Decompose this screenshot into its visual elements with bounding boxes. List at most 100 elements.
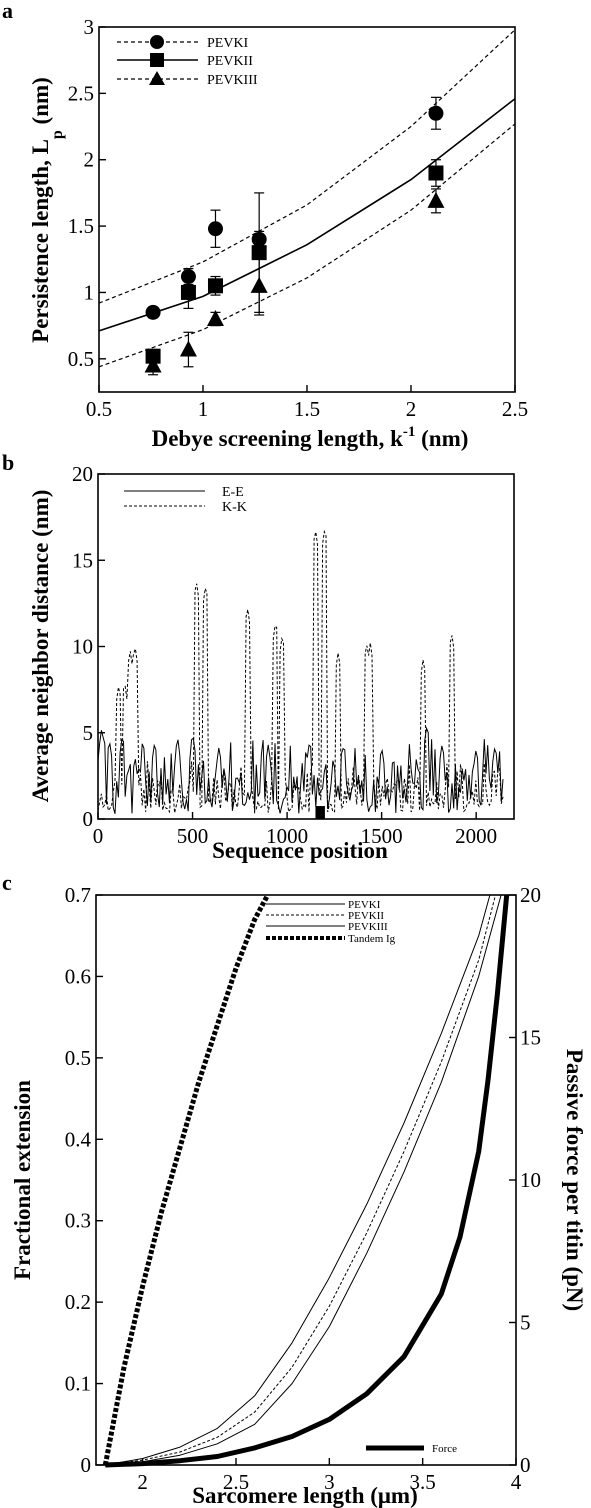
panel-c-x-axis-label: Sarcomere length (μm) [192, 1483, 418, 1508]
panel-b-y-axis-label: Average neighbor distance (nm) [28, 490, 53, 803]
y-tick-label: 2 [84, 148, 95, 172]
panel-a-x-axis-label: Debye screening length, k-1 (nm) [152, 424, 469, 451]
legend-entry-force: Force [366, 1443, 457, 1455]
data-point-pevki [145, 304, 161, 320]
legend-entry-k-k: K-K [124, 500, 247, 515]
y-tick-label: 1 [84, 280, 95, 304]
y-tick-label: 5 [83, 721, 94, 745]
panel-a-letter: a [2, 0, 13, 23]
panel-b-axes-frame [97, 473, 515, 820]
panel-a-x-ticks: 0.5 1 1.5 2 2.5 [86, 385, 528, 421]
legend-label-e-e: E-E [222, 485, 244, 500]
fit-curve-pevkiii [98, 123, 516, 368]
data-point-pevkii [180, 284, 196, 300]
y-tick-label: 0.6 [65, 964, 91, 988]
panel-c-x-ticks: 2 2.5 3 3.5 4 [137, 1458, 522, 1494]
y-tick-label: 1.5 [68, 214, 94, 238]
panel-a: a PEVKI PEVKII PEVKIII [2, 0, 528, 451]
y-tick-label: 0.1 [65, 1372, 91, 1396]
y-tick-label: 0.7 [65, 883, 91, 907]
data-point-pevkiii [179, 340, 197, 357]
e-e-marked-gap [315, 806, 325, 819]
legend-entry-pevkii-c: PEVKII [266, 910, 384, 922]
panel-c-legend: PEVKI PEVKII PEVKIII Tandem Ig Force [266, 899, 457, 1455]
legend-label-pevkii: PEVKII [207, 54, 253, 69]
fit-curve-pevkii [98, 98, 516, 332]
panel-b-letter: b [2, 450, 14, 475]
legend-entry-pevki-c: PEVKI [266, 899, 381, 911]
fit-curve-pevki [98, 29, 516, 304]
series-line-pevkii [105, 894, 496, 1466]
legend-entry-pevkiii-c: PEVKIII [266, 921, 388, 933]
y-tick-label: 15 [72, 548, 93, 572]
x-tick-label: 1500 [361, 824, 403, 848]
panel-c-y2-ticks: 0 5 10 15 20 [509, 883, 541, 1477]
x-tick-label: 1.5 [294, 397, 320, 421]
x-tick-label: 2000 [455, 824, 497, 848]
legend-label-pevki-c: PEVKI [348, 899, 381, 911]
y-tick-label: 2.5 [68, 81, 94, 105]
x-tick-label: 0 [93, 824, 104, 848]
x-tick-label: 2 [406, 397, 417, 421]
data-point-pevki [207, 221, 223, 237]
panel-c-y2-axis-label: Passive force per titin (pN) [562, 1049, 587, 1311]
legend-label-pevkiii-c: PEVKIII [348, 921, 388, 933]
series-line-e-e [97, 726, 504, 814]
y-tick-label: 0.2 [65, 1290, 91, 1314]
x-tick-label: 1000 [266, 824, 308, 848]
panel-c-letter: c [2, 870, 12, 895]
data-point-pevkiii [250, 276, 268, 293]
legend-entry-pevkiii: PEVKIII [117, 71, 258, 88]
x-tick-label: 3 [324, 1470, 335, 1494]
panel-b-y-ticks: 0 5 10 15 20 [72, 462, 105, 831]
y-tick-label: 0 [83, 807, 94, 831]
data-point-pevkiii [206, 310, 224, 326]
panel-b-x-axis-label: Sequence position [212, 838, 388, 863]
x-tick-label: 2.5 [502, 397, 528, 421]
data-point-pevkii [428, 165, 444, 181]
y2-tick-label: 15 [520, 1026, 541, 1050]
panel-c-plot-area: PEVKI PEVKII PEVKIII Tandem Ig Force [95, 893, 517, 1468]
data-point-pevkiii [427, 191, 445, 208]
x-tick-label: 500 [177, 824, 209, 848]
x-tick-label: 2 [137, 1470, 148, 1494]
y2-tick-label: 20 [520, 883, 541, 907]
x-tick-label: 2.5 [223, 1470, 249, 1494]
legend-label-k-k: K-K [222, 500, 247, 515]
panel-c-axes-frame [95, 894, 517, 1466]
data-point-pevkii [207, 278, 223, 294]
panel-c-y-ticks: 0 0.1 0.2 0.3 0.4 0.5 0.6 0.7 [65, 883, 103, 1477]
y-tick-label: 0.5 [68, 347, 94, 371]
series-line-tandem-ig [102, 893, 270, 1466]
legend-label-pevkii-c: PEVKII [348, 910, 384, 922]
legend-label-pevkiii: PEVKIII [207, 73, 258, 88]
series-line-k-k [97, 529, 504, 814]
y-tick-label: 0 [81, 1453, 92, 1477]
y-tick-label: 0.4 [65, 1127, 92, 1151]
panel-c-series-lines [102, 893, 510, 1468]
legend-label-tandem-ig: Tandem Ig [348, 933, 396, 945]
series-line-force [105, 894, 510, 1468]
legend-entry-e-e: E-E [124, 485, 244, 500]
panel-c-y-axis-label: Fractional extension [10, 1080, 35, 1280]
y-tick-label: 0.3 [65, 1209, 91, 1233]
panel-a-data-markers [144, 96, 445, 376]
panel-b: b E-E K-K 0 500 1000 1500 2000 0 5 10 15 20 Sequ… [2, 450, 515, 863]
panel-a-y-ticks: 0.5 1 1.5 2 2.5 3 [68, 15, 106, 371]
legend-entry-tandem-ig: Tandem Ig [266, 933, 396, 945]
y2-tick-label: 5 [520, 1311, 531, 1335]
legend-label-force: Force [432, 1443, 457, 1455]
legend-entry-pevki: PEVKI [117, 35, 249, 51]
y-tick-label: 20 [72, 462, 93, 486]
data-point-pevki [428, 105, 444, 121]
series-line-pevkiii [105, 894, 502, 1466]
panel-b-x-ticks: 0 500 1000 1500 2000 [93, 812, 497, 848]
panel-a-fit-curves [98, 29, 516, 368]
panel-b-plot-area: E-E K-K [97, 473, 515, 820]
y2-tick-label: 0 [520, 1453, 531, 1477]
legend-label-pevki: PEVKI [207, 36, 249, 51]
legend-entry-pevkii: PEVKII [117, 53, 253, 69]
x-tick-label: 0.5 [86, 397, 112, 421]
panel-b-legend: E-E K-K [124, 485, 247, 515]
